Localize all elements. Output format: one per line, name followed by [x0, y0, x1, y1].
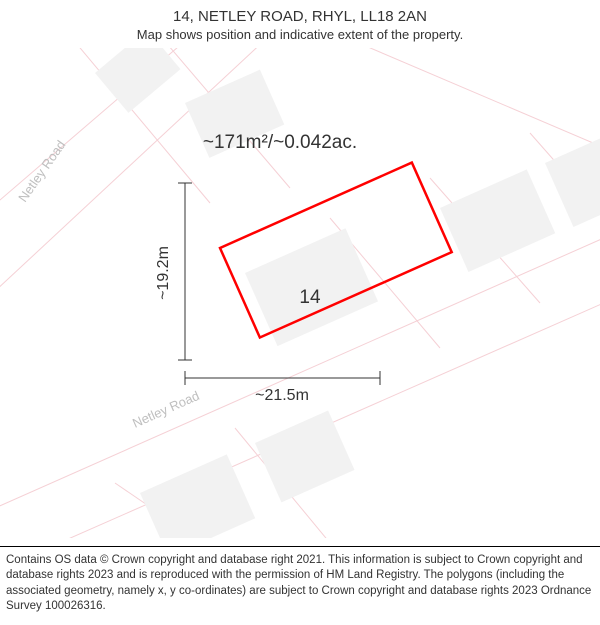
street-label-lower: Netley Road	[130, 388, 201, 431]
house-number: 14	[299, 287, 321, 308]
height-label: ~19.2m	[155, 246, 172, 300]
property-map: 14 ~171m²/~0.042ac. ~19.2m ~21.5m Netley…	[0, 48, 600, 538]
page-subtitle: Map shows position and indicative extent…	[0, 27, 600, 42]
area-label: ~171m²/~0.042ac.	[203, 132, 357, 153]
width-measure	[185, 371, 380, 385]
street-label-upper: Netley Road	[15, 138, 68, 205]
header: 14, NETLEY ROAD, RHYL, LL18 2AN Map show…	[0, 0, 600, 42]
copyright-footer: Contains OS data © Crown copyright and d…	[0, 546, 600, 625]
page-title: 14, NETLEY ROAD, RHYL, LL18 2AN	[0, 8, 600, 25]
map-svg: 14 ~171m²/~0.042ac. ~19.2m ~21.5m Netley…	[0, 48, 600, 538]
width-label: ~21.5m	[255, 387, 309, 404]
height-measure	[178, 183, 192, 360]
